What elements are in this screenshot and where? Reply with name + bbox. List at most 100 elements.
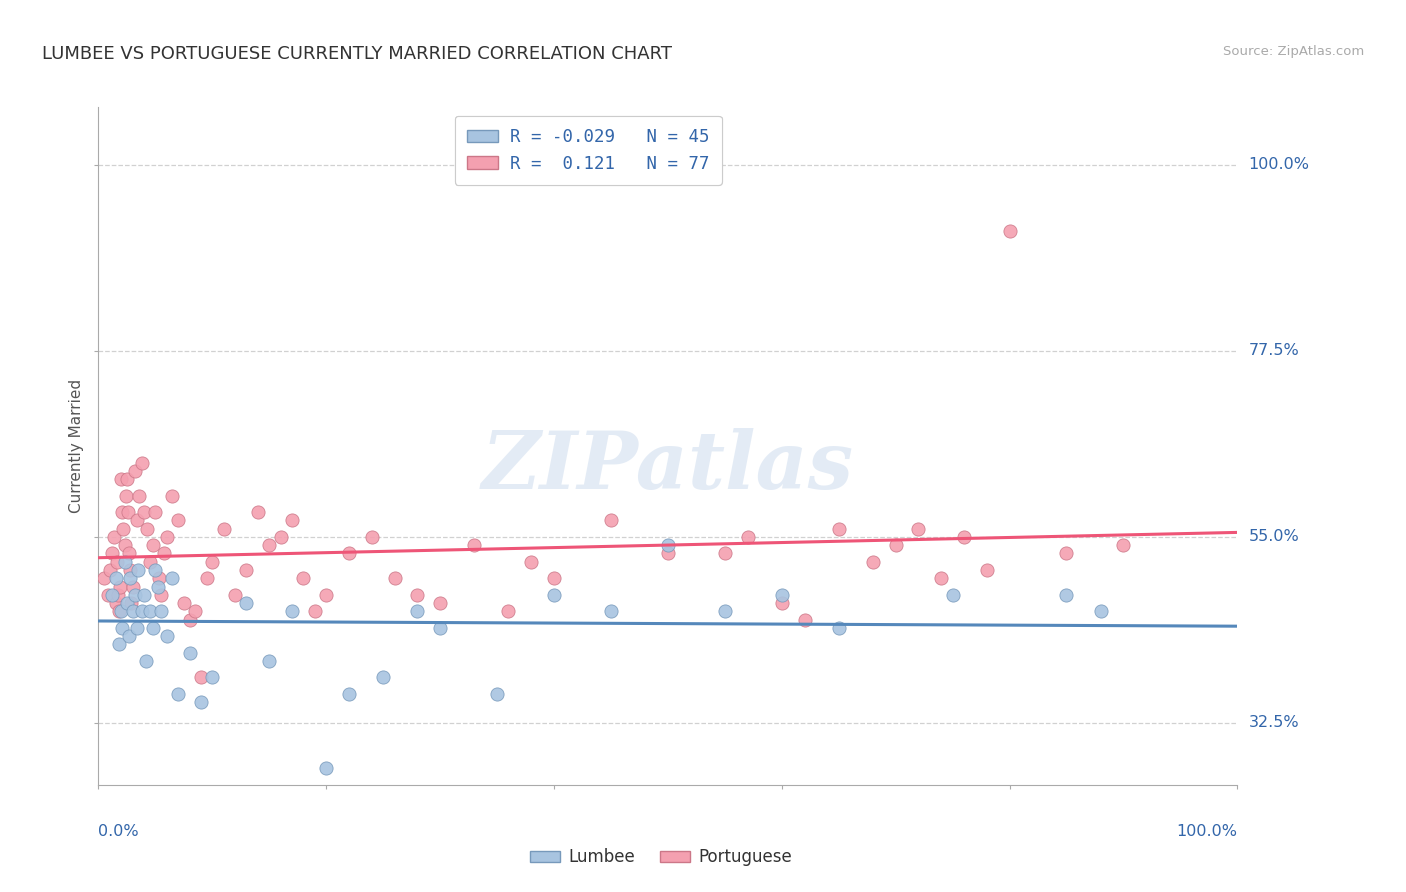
Point — [145, 505, 167, 519]
Point — [235, 563, 257, 577]
Point — [111, 505, 134, 519]
Point — [131, 456, 153, 470]
Point — [121, 580, 143, 594]
Point — [270, 530, 292, 544]
Point — [190, 695, 212, 709]
Point — [114, 538, 136, 552]
Point — [1112, 538, 1135, 552]
Point — [998, 224, 1021, 238]
Point — [162, 489, 184, 503]
Point — [1056, 546, 1078, 560]
Text: 77.5%: 77.5% — [1249, 343, 1299, 359]
Text: 100.0%: 100.0% — [1177, 824, 1237, 838]
Point — [929, 571, 952, 585]
Point — [770, 596, 793, 610]
Point — [173, 596, 195, 610]
Point — [167, 513, 190, 527]
Point — [98, 563, 121, 577]
Point — [292, 571, 315, 585]
Point — [360, 530, 382, 544]
Point — [115, 596, 138, 610]
Point — [132, 505, 155, 519]
Point — [657, 538, 679, 552]
Point — [793, 613, 815, 627]
Point — [124, 464, 146, 478]
Point — [93, 571, 115, 585]
Point — [384, 571, 406, 585]
Point — [201, 671, 224, 685]
Point — [138, 604, 160, 618]
Text: 55.0%: 55.0% — [1249, 530, 1299, 544]
Point — [235, 596, 257, 610]
Point — [114, 555, 136, 569]
Point — [118, 546, 141, 560]
Point — [281, 604, 304, 618]
Point — [190, 671, 212, 685]
Text: Source: ZipAtlas.com: Source: ZipAtlas.com — [1223, 45, 1364, 58]
Y-axis label: Currently Married: Currently Married — [69, 379, 84, 513]
Point — [127, 621, 149, 635]
Text: LUMBEE VS PORTUGUESE CURRENTLY MARRIED CORRELATION CHART: LUMBEE VS PORTUGUESE CURRENTLY MARRIED C… — [42, 45, 672, 62]
Point — [128, 489, 150, 503]
Point — [131, 604, 153, 618]
Point — [600, 513, 623, 527]
Point — [135, 654, 157, 668]
Point — [124, 588, 146, 602]
Point — [543, 588, 565, 602]
Point — [114, 489, 136, 503]
Point — [543, 571, 565, 585]
Point — [246, 505, 269, 519]
Point — [406, 604, 429, 618]
Point — [259, 538, 281, 552]
Point — [498, 604, 520, 618]
Point — [1090, 604, 1112, 618]
Point — [136, 522, 159, 536]
Point — [104, 571, 127, 585]
Point — [953, 530, 976, 544]
Point — [770, 588, 793, 602]
Point — [337, 546, 360, 560]
Point — [110, 472, 132, 486]
Legend: Lumbee, Portuguese: Lumbee, Portuguese — [522, 840, 800, 875]
Point — [112, 522, 135, 536]
Point — [108, 580, 131, 594]
Point — [108, 604, 131, 618]
Point — [150, 604, 173, 618]
Point — [162, 571, 184, 585]
Point — [117, 505, 139, 519]
Point — [486, 687, 509, 701]
Point — [315, 761, 337, 775]
Point — [463, 538, 485, 552]
Point — [429, 596, 451, 610]
Point — [156, 530, 179, 544]
Point — [104, 596, 127, 610]
Point — [138, 555, 160, 569]
Point — [132, 588, 155, 602]
Text: 100.0%: 100.0% — [1249, 157, 1309, 172]
Point — [1056, 588, 1078, 602]
Point — [281, 513, 304, 527]
Point — [907, 522, 929, 536]
Point — [153, 546, 176, 560]
Point — [105, 555, 128, 569]
Text: 32.5%: 32.5% — [1249, 715, 1299, 731]
Point — [115, 472, 138, 486]
Point — [101, 546, 124, 560]
Text: 0.0%: 0.0% — [98, 824, 139, 838]
Text: ZIPatlas: ZIPatlas — [482, 427, 853, 505]
Point — [976, 563, 998, 577]
Point — [127, 563, 149, 577]
Point — [118, 629, 141, 643]
Point — [142, 538, 165, 552]
Point — [337, 687, 360, 701]
Point — [657, 546, 679, 560]
Point — [884, 538, 907, 552]
Point — [195, 571, 218, 585]
Point — [108, 637, 131, 651]
Point — [103, 530, 125, 544]
Legend: R = -0.029   N = 45, R =  0.121   N = 77: R = -0.029 N = 45, R = 0.121 N = 77 — [454, 116, 721, 185]
Point — [737, 530, 759, 544]
Point — [224, 588, 246, 602]
Point — [201, 555, 224, 569]
Point — [111, 621, 134, 635]
